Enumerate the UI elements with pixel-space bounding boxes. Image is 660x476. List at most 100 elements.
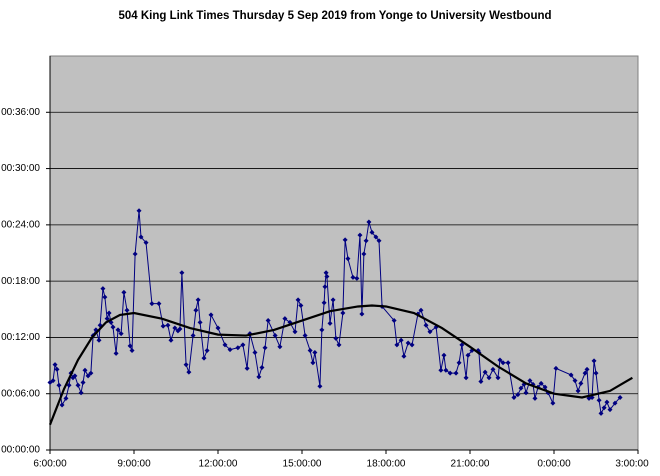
marker	[292, 329, 298, 335]
marker	[550, 400, 556, 406]
x-tick-label: 12:00:00	[199, 459, 238, 470]
marker	[369, 229, 375, 235]
marker	[201, 355, 207, 361]
marker	[391, 318, 397, 324]
marker	[584, 366, 590, 372]
x-tick-label: 6:00:00	[33, 459, 67, 470]
marker	[518, 385, 524, 391]
x-tick-label: 15:00:00	[283, 459, 322, 470]
marker	[124, 307, 130, 313]
marker	[222, 342, 228, 348]
marker	[363, 238, 369, 244]
marker	[172, 325, 178, 331]
marker	[310, 360, 316, 366]
marker	[106, 310, 112, 316]
marker	[52, 362, 58, 368]
marker	[265, 318, 271, 324]
y-tick-label: 00:00:00	[1, 445, 40, 456]
marker	[342, 237, 348, 243]
marker	[456, 360, 462, 366]
marker	[54, 366, 60, 372]
marker	[227, 347, 233, 353]
marker	[302, 333, 308, 339]
x-tick-label: 0:00:00	[537, 459, 571, 470]
marker	[482, 369, 488, 375]
marker	[441, 352, 447, 358]
marker	[75, 382, 81, 388]
marker	[542, 384, 548, 390]
marker	[132, 251, 138, 257]
marker	[183, 362, 189, 368]
marker	[272, 333, 278, 339]
marker	[465, 352, 471, 358]
marker	[591, 358, 597, 364]
chart-title: 504 King Link Times Thursday 5 Sep 2019 …	[118, 10, 551, 22]
marker	[582, 370, 588, 376]
marker	[376, 238, 382, 244]
marker	[398, 337, 404, 343]
marker	[401, 353, 407, 359]
marker	[423, 322, 429, 328]
marker	[240, 342, 246, 348]
marker	[459, 342, 465, 348]
marker	[568, 372, 574, 378]
marker	[345, 256, 351, 262]
marker	[72, 373, 78, 379]
marker	[235, 345, 241, 351]
marker	[282, 316, 288, 322]
marker	[262, 345, 268, 351]
marker	[604, 399, 610, 405]
marker	[160, 323, 166, 329]
marker	[179, 270, 185, 276]
marker	[405, 340, 411, 346]
plot-area	[49, 55, 639, 451]
marker	[330, 297, 336, 303]
x-tick-label: 21:00:00	[451, 459, 490, 470]
marker	[244, 365, 250, 371]
marker	[336, 342, 342, 348]
marker	[82, 367, 88, 373]
marker	[80, 379, 86, 385]
marker	[143, 240, 149, 246]
marker	[252, 349, 258, 355]
marker	[523, 390, 529, 396]
marker	[50, 378, 56, 384]
marker	[617, 394, 623, 400]
x-tick-label: 18:00:00	[367, 459, 406, 470]
marker	[578, 380, 584, 386]
marker	[427, 329, 433, 335]
marker	[453, 370, 459, 376]
marker	[354, 275, 360, 281]
marker	[118, 331, 124, 337]
marker	[277, 344, 283, 350]
marker	[438, 367, 444, 373]
marker	[319, 327, 325, 333]
marker	[190, 333, 196, 339]
marker	[127, 343, 133, 349]
trend-line	[48, 304, 633, 426]
marker	[165, 322, 171, 328]
marker	[490, 366, 496, 372]
marker	[357, 232, 363, 238]
marker	[63, 395, 69, 401]
marker	[497, 357, 503, 363]
marker	[575, 388, 581, 394]
marker	[527, 378, 533, 384]
marker	[409, 342, 415, 348]
marker	[259, 364, 265, 370]
marker	[463, 375, 469, 381]
marker	[538, 380, 544, 386]
y-tick-label: 00:24:00	[1, 219, 40, 230]
marker	[136, 208, 142, 214]
marker	[366, 219, 372, 225]
marker	[307, 348, 313, 354]
y-tick-label: 00:36:00	[1, 107, 40, 118]
marker	[88, 370, 94, 376]
marker	[601, 405, 607, 411]
marker	[138, 234, 144, 240]
marker	[515, 392, 521, 398]
marker	[495, 375, 501, 381]
marker	[121, 289, 127, 295]
marker	[100, 286, 106, 292]
